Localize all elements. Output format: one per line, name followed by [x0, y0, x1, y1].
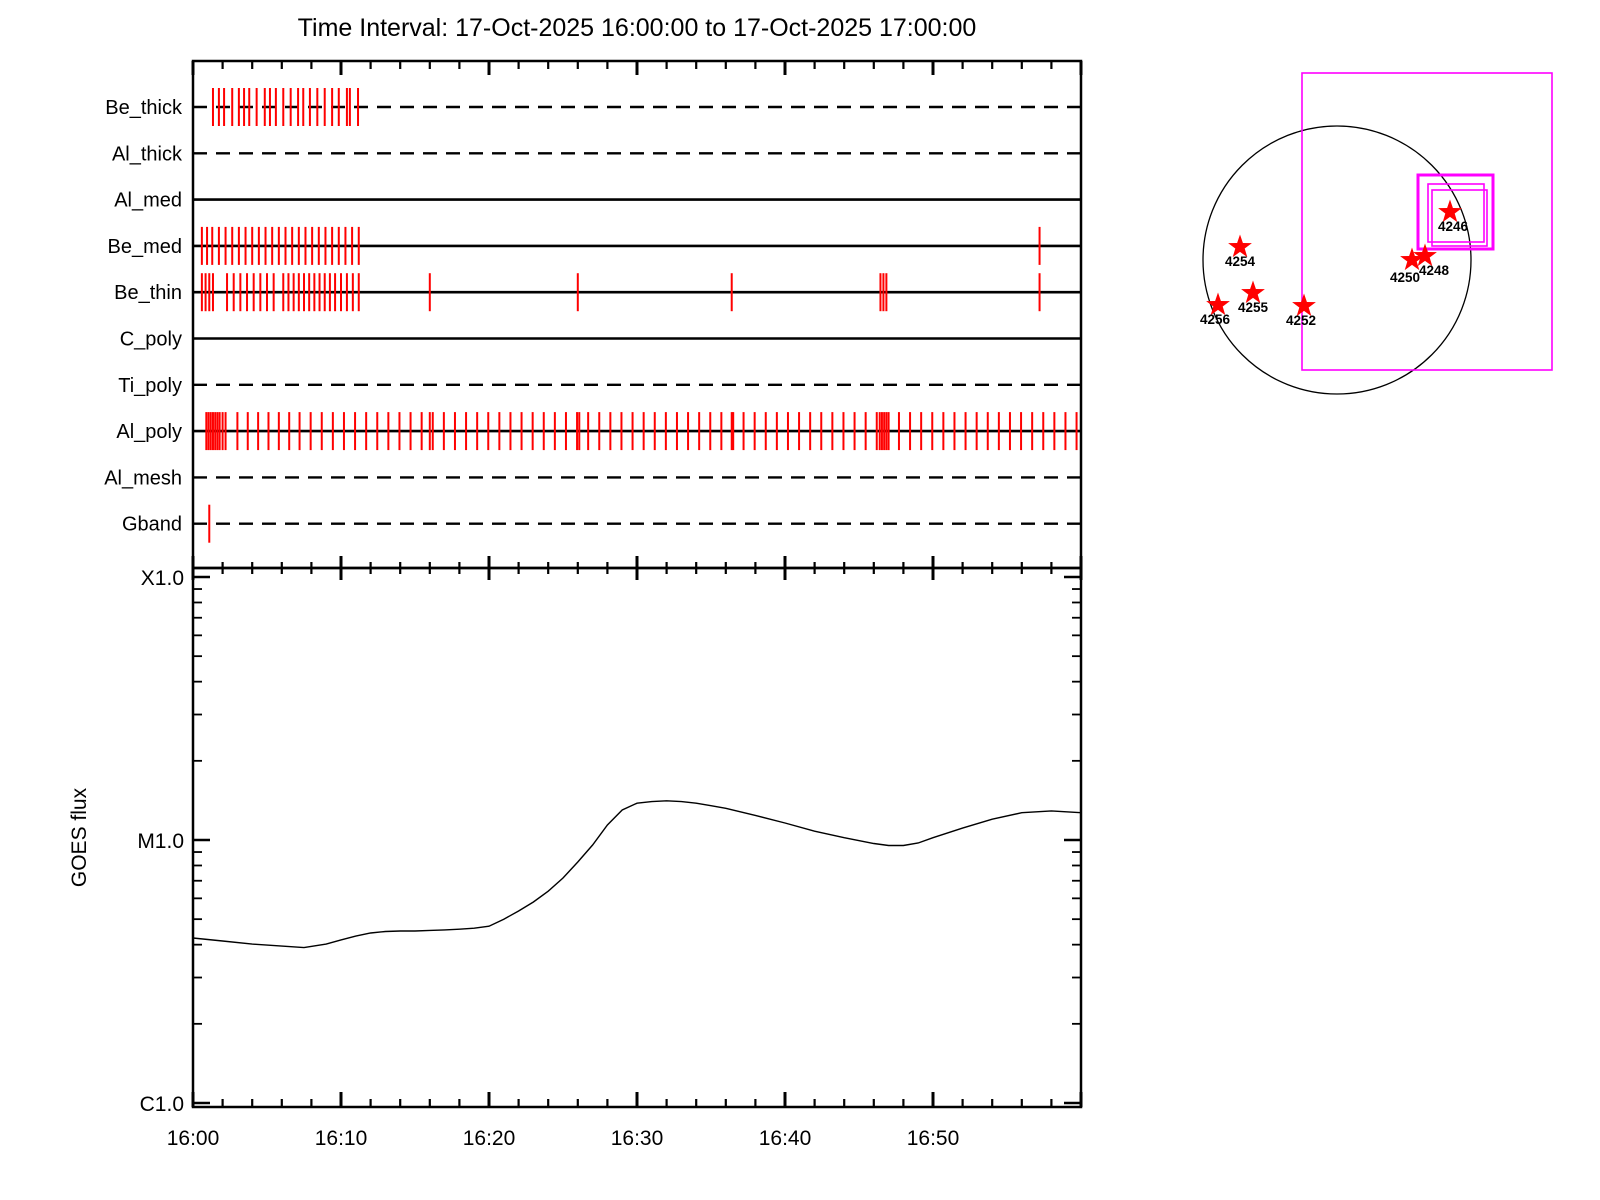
filter-row-al_thick: Al_thick	[112, 143, 1081, 165]
active-region-4248: 4248	[1413, 243, 1450, 278]
active-region-star	[1206, 292, 1230, 316]
y-axis-tick-label: X1.0	[141, 567, 184, 590]
filter-row-label: Al_mesh	[104, 467, 182, 489]
timeline-panel: Be_thick Al_thick Al_med Be_med Be_thin C_pol…	[104, 59, 1083, 580]
filter-row-label: C_poly	[120, 329, 182, 351]
active-region-star	[1400, 247, 1424, 271]
fov-box	[1301, 72, 1553, 371]
fov-box	[1431, 189, 1488, 247]
filter-row-label: Al_thick	[112, 143, 183, 165]
filter-row-c_poly: C_poly	[120, 329, 1081, 351]
filter-row-be_med: Be_med	[108, 226, 1081, 265]
filter-row-be_thin: Be_thin	[114, 273, 1081, 312]
active-region-4250: 4250	[1390, 247, 1424, 285]
filter-row-al_med: Al_med	[114, 190, 1081, 212]
active-region-label: 4252	[1286, 313, 1316, 328]
active-region-label: 4256	[1200, 312, 1231, 327]
filter-row-al_poly: Al_poly	[116, 412, 1081, 451]
active-region-label: 4254	[1225, 254, 1256, 269]
solar-limb-circle	[1202, 125, 1472, 395]
active-region-label: 4246	[1438, 219, 1469, 234]
x-axis-tick-label: 16:10	[315, 1127, 368, 1150]
x-axis-tick-label: 16:40	[759, 1127, 812, 1150]
active-region-label: 4255	[1238, 300, 1269, 315]
figure-title: Time Interval: 17-Oct-2025 16:00:00 to 1…	[297, 14, 977, 42]
filter-row-ti_poly: Ti_poly	[118, 375, 1081, 397]
fov-box	[1416, 173, 1495, 251]
filter-row-label: Gband	[122, 514, 182, 536]
active-region-star	[1413, 243, 1437, 267]
filter-row-al_mesh: Al_mesh	[104, 467, 1081, 489]
active-region-4246: 4246	[1438, 199, 1469, 234]
goes-y-axis-title: GOES flux	[68, 787, 91, 887]
y-axis-tick-label: C1.0	[140, 1093, 184, 1116]
filter-row-label: Ti_poly	[118, 375, 182, 397]
active-region-4256: 4256	[1200, 292, 1231, 327]
filter-row-label: Al_med	[114, 190, 182, 212]
active-region-4252: 4252	[1286, 293, 1316, 328]
filter-row-label: Be_med	[108, 236, 183, 258]
x-axis-tick-label: 16:20	[463, 1127, 516, 1150]
active-region-4254: 4254	[1225, 234, 1256, 269]
active-region-star	[1228, 234, 1252, 258]
x-axis-tick-label: 16:00	[167, 1127, 220, 1150]
filter-row-label: Al_poly	[116, 421, 182, 443]
filter-row-gband: Gband	[122, 504, 1081, 543]
active-region-star	[1241, 280, 1265, 304]
x-axis-tick-label: 16:50	[907, 1127, 960, 1150]
active-region-label: 4250	[1390, 270, 1420, 285]
goes-flux-curve	[192, 800, 1082, 949]
filter-row-label: Be_thin	[114, 282, 182, 304]
active-region-4255: 4255	[1238, 280, 1269, 315]
y-axis-tick-label: M1.0	[137, 830, 184, 853]
fov-box	[1427, 183, 1485, 243]
filter-row-be_thick: Be_thick	[105, 88, 1081, 126]
goes-panel: 16:00 16:10 16:20 16:30 16:40 16:50 X1.0 M1.0 C1…	[68, 566, 1083, 1150]
active-region-label: 4248	[1419, 263, 1450, 278]
active-region-star	[1438, 199, 1462, 223]
filter-row-label: Be_thick	[105, 97, 183, 119]
active-region-star	[1292, 293, 1316, 317]
x-axis-tick-label: 16:30	[611, 1127, 664, 1150]
